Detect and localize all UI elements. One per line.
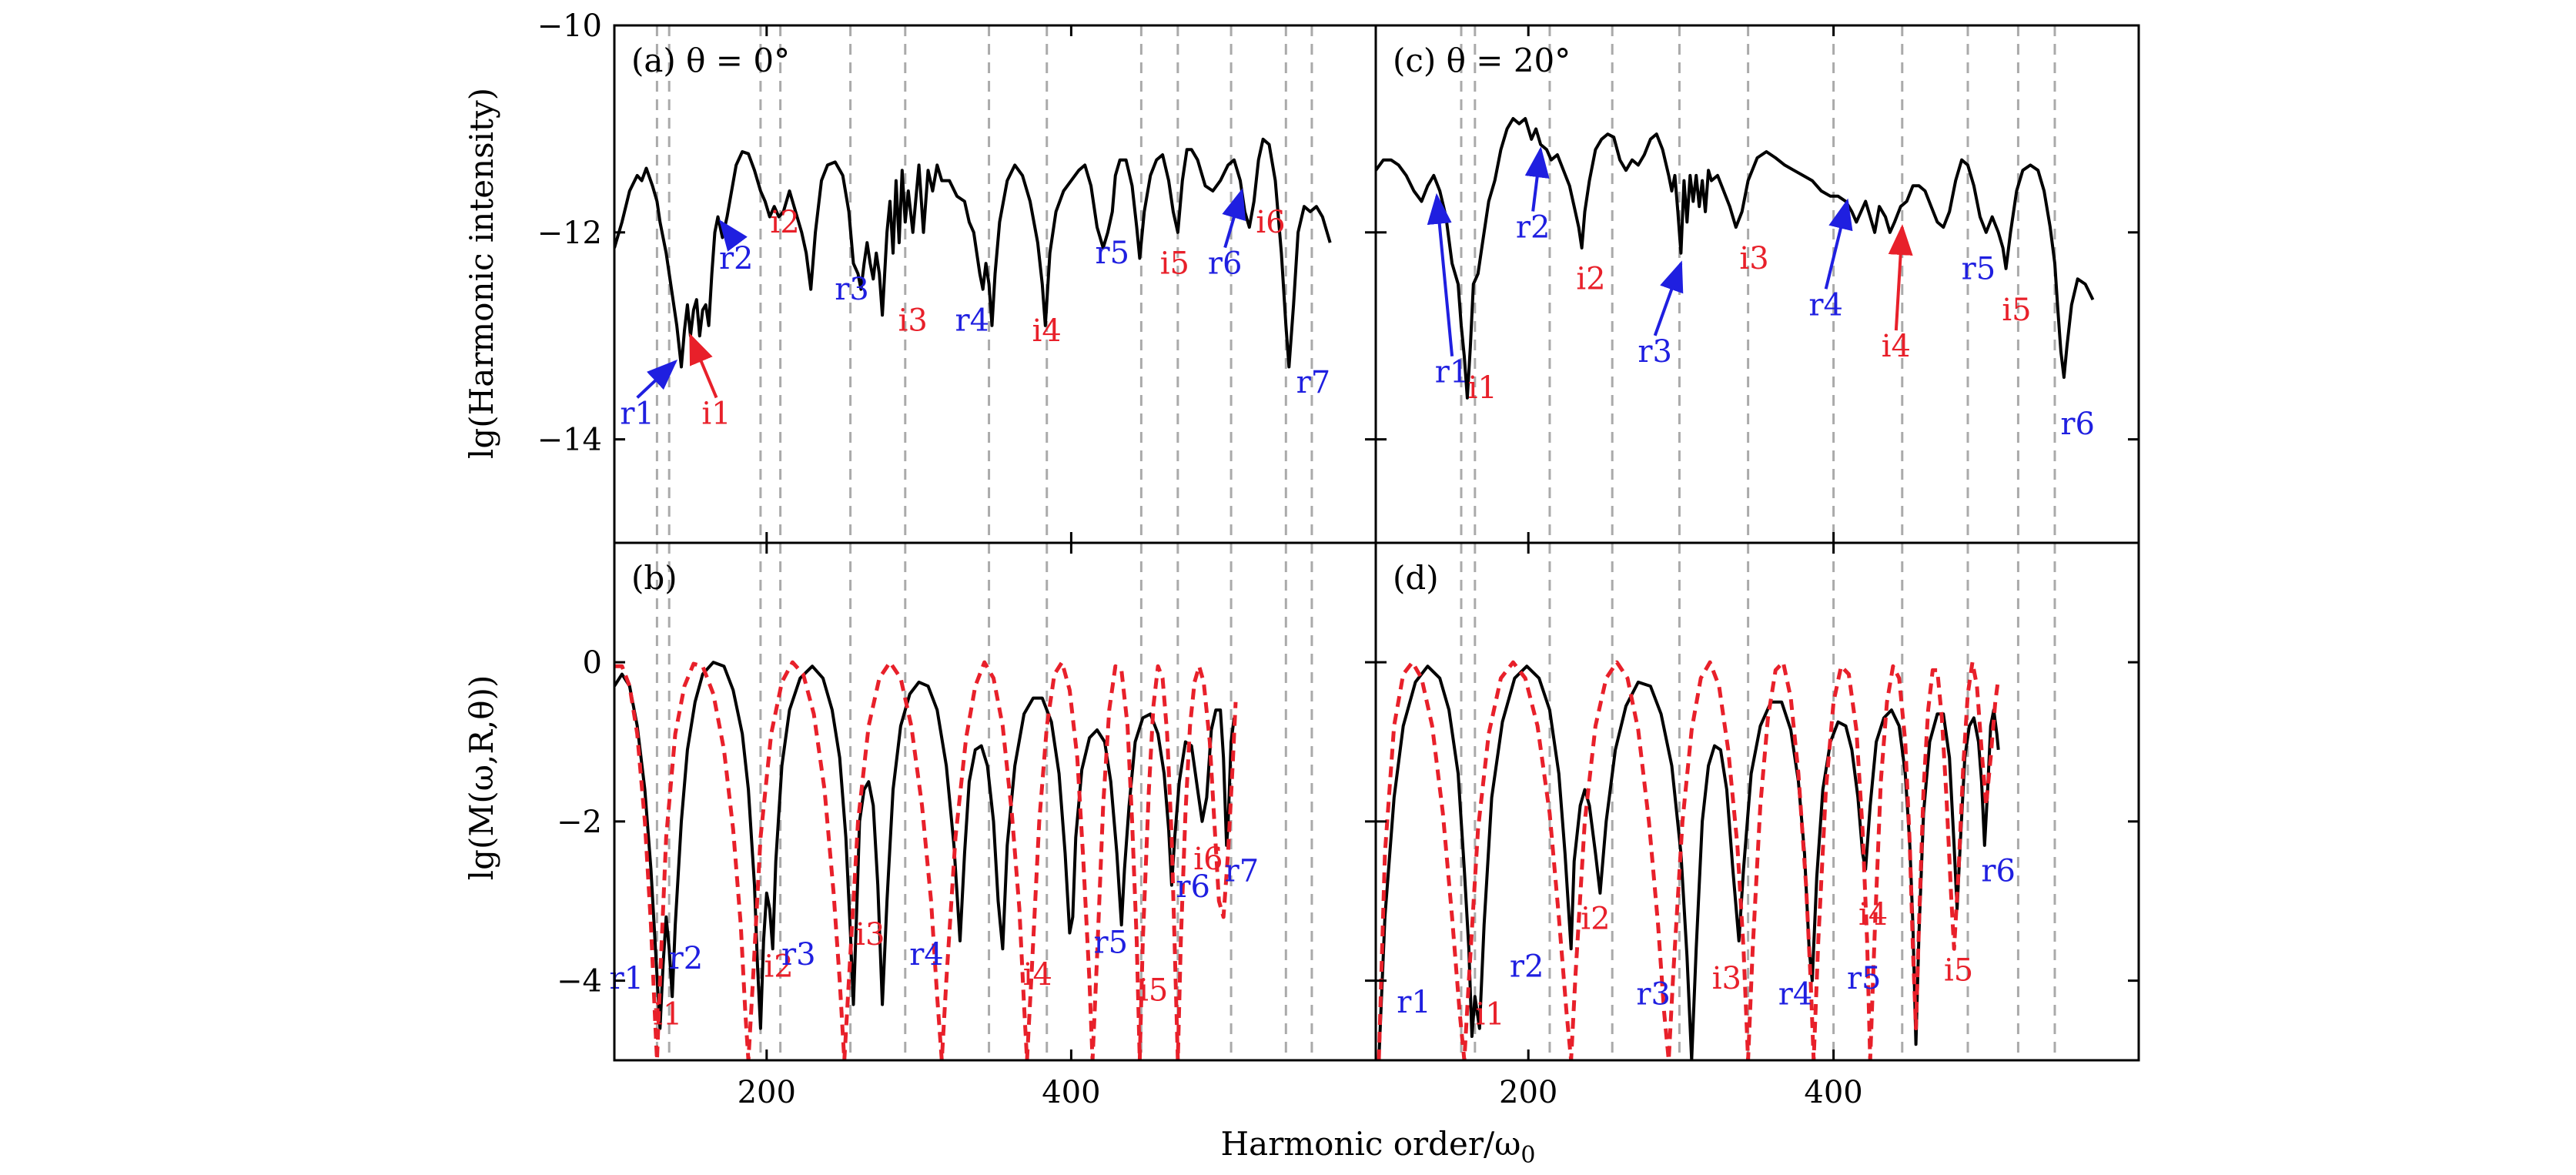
annotation-label: i4 bbox=[1023, 957, 1052, 993]
series-line-real-part bbox=[614, 661, 1236, 1030]
series-line-harmonic-intensity bbox=[614, 137, 1332, 369]
annotation-label: r3 bbox=[835, 272, 869, 307]
annotation-label: r5 bbox=[1847, 961, 1882, 996]
series-line-imaginary-part bbox=[1377, 660, 2001, 1060]
annotation-label: i3 bbox=[1712, 961, 1741, 996]
annotation-label: i2 bbox=[770, 205, 799, 240]
annotation-label: r5 bbox=[1962, 251, 1996, 286]
panel-label: (b) bbox=[631, 559, 677, 597]
annotation-label: i3 bbox=[898, 303, 928, 338]
annotation-label: r5 bbox=[1096, 236, 1130, 271]
annotation-label: r1 bbox=[620, 396, 654, 431]
top-y-axis-label: lg(Harmonic intensity) bbox=[463, 88, 500, 459]
annotation-label: i3 bbox=[1739, 241, 1768, 276]
annotation-label: i6 bbox=[1193, 842, 1223, 877]
annotation-label: i1 bbox=[1468, 370, 1497, 406]
annotation-arrow bbox=[636, 360, 678, 399]
x-tick-label: 400 bbox=[1804, 1075, 1862, 1110]
annotation-label: i5 bbox=[1139, 972, 1168, 1008]
x-tick-label: 200 bbox=[1499, 1075, 1557, 1110]
annotation-label: i2 bbox=[1581, 901, 1610, 936]
annotation-label: r3 bbox=[1636, 977, 1671, 1013]
annotation-label: r2 bbox=[1516, 210, 1551, 246]
annotation-label: r6 bbox=[2060, 407, 2095, 442]
annotation-label: r4 bbox=[1778, 977, 1813, 1013]
annotation-label: r1 bbox=[1435, 355, 1470, 390]
annotation-label: r7 bbox=[1296, 365, 1331, 400]
annotation-label: r1 bbox=[1397, 985, 1431, 1020]
annotation-arrow bbox=[689, 333, 718, 399]
panel-label: (d) bbox=[1393, 559, 1439, 597]
series-line-imaginary-part bbox=[614, 660, 1238, 1060]
annotation-label: r6 bbox=[1981, 853, 2016, 889]
annotation-arrow bbox=[1427, 192, 1454, 357]
series-line-real-part bbox=[1377, 664, 2000, 1060]
panel-a: r1 i1 r2 i2 r3 i3 r4 i4 r5 i5 r6 i6 r7 −10 −12 −14 (a) θ… bbox=[537, 8, 1377, 544]
panel-frame bbox=[613, 541, 1377, 1062]
annotation-label: i6 bbox=[1256, 205, 1285, 240]
annotation-arrow bbox=[1653, 260, 1684, 336]
annotation-arrow bbox=[1524, 146, 1550, 212]
annotation-arrow bbox=[719, 219, 748, 252]
annotation-label: r2 bbox=[719, 241, 754, 276]
annotation-arrow bbox=[1888, 224, 1913, 331]
x-axis-label-subscript: 0 bbox=[1521, 1142, 1535, 1169]
annotation-arrow bbox=[1824, 198, 1853, 290]
y-tick-label: −14 bbox=[537, 423, 602, 458]
annotation-label: r4 bbox=[955, 303, 990, 338]
annotation-label: r3 bbox=[781, 937, 816, 972]
annotation-arrow bbox=[1222, 188, 1246, 249]
y-tick-label: 0 bbox=[583, 645, 602, 681]
y-tick-label: −10 bbox=[537, 8, 602, 44]
annotation-label: i1 bbox=[701, 396, 731, 431]
annotation-label: i5 bbox=[1160, 246, 1189, 282]
annotation-label: r4 bbox=[909, 937, 944, 972]
y-tick-label: −2 bbox=[557, 805, 602, 840]
annotation-label: i5 bbox=[2002, 293, 2031, 328]
annotation-label: i4 bbox=[1032, 313, 1062, 349]
panel-frame bbox=[1374, 24, 2140, 544]
y-tick-label: −4 bbox=[557, 964, 602, 999]
annotation-label: r2 bbox=[669, 941, 704, 976]
annotation-label: r2 bbox=[1510, 949, 1544, 984]
annotation-label: i4 bbox=[1882, 329, 1911, 364]
y-tick-label: −12 bbox=[537, 216, 602, 251]
annotation-label: i2 bbox=[1576, 262, 1605, 297]
annotation-label: i4 bbox=[1858, 897, 1888, 932]
x-tick-label: 400 bbox=[1042, 1075, 1100, 1110]
annotation-label: i1 bbox=[1476, 996, 1505, 1032]
panel-label: (c) θ = 20° bbox=[1393, 42, 1571, 79]
annotation-label: r6 bbox=[1208, 246, 1243, 282]
annotation-label: i2 bbox=[764, 949, 793, 984]
x-tick-label: 200 bbox=[738, 1075, 796, 1110]
annotation-label: i3 bbox=[855, 917, 885, 952]
panel-frame bbox=[1374, 541, 2140, 1062]
annotation-label: i5 bbox=[1944, 953, 1973, 989]
annotation-label: r4 bbox=[1808, 287, 1843, 323]
bottom-y-axis-label: lg(M(ω,R,θ)) bbox=[463, 675, 500, 881]
annotation-label: r5 bbox=[1094, 925, 1129, 960]
annotation-label: i1 bbox=[653, 996, 682, 1032]
series-line-harmonic-intensity bbox=[1376, 117, 2095, 400]
x-axis-label-main: Harmonic order/ω bbox=[1221, 1125, 1521, 1163]
panel-label: (a) θ = 0° bbox=[631, 42, 790, 79]
x-axis-label: Harmonic order/ω0 bbox=[1221, 1125, 1536, 1169]
annotation-label: r6 bbox=[1176, 869, 1210, 905]
annotation-label: r3 bbox=[1638, 334, 1672, 370]
annotation-label: r7 bbox=[1225, 853, 1260, 889]
